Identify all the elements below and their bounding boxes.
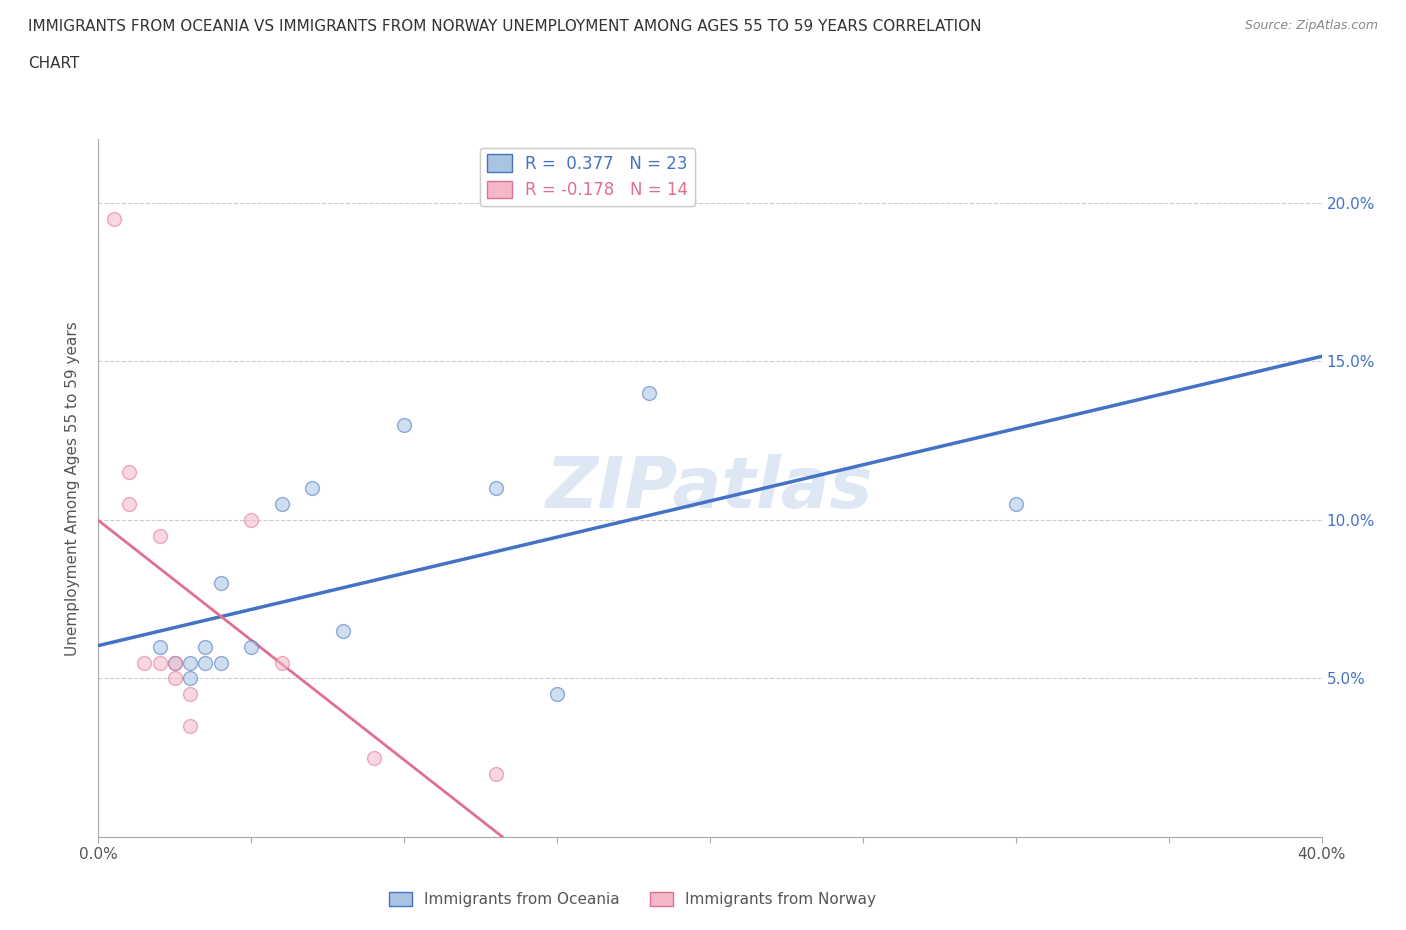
Point — [179, 655, 201, 670]
Text: ZIPatlas: ZIPatlas — [547, 454, 873, 523]
Point — [485, 481, 508, 496]
Point — [1004, 497, 1026, 512]
Point — [363, 751, 385, 765]
Point — [179, 671, 201, 686]
Legend: Immigrants from Oceania, Immigrants from Norway: Immigrants from Oceania, Immigrants from… — [382, 885, 883, 913]
Legend: R =  0.377   N = 23, R = -0.178   N = 14: R = 0.377 N = 23, R = -0.178 N = 14 — [481, 148, 695, 206]
Point — [163, 655, 186, 670]
Point — [332, 623, 354, 638]
Point — [546, 687, 568, 702]
Point — [485, 766, 508, 781]
Point — [301, 481, 323, 496]
Point — [149, 655, 172, 670]
Text: CHART: CHART — [28, 56, 80, 71]
Point — [240, 639, 263, 654]
Point — [270, 497, 292, 512]
Point — [134, 655, 156, 670]
Point — [194, 655, 217, 670]
Text: Source: ZipAtlas.com: Source: ZipAtlas.com — [1244, 19, 1378, 32]
Text: IMMIGRANTS FROM OCEANIA VS IMMIGRANTS FROM NORWAY UNEMPLOYMENT AMONG AGES 55 TO : IMMIGRANTS FROM OCEANIA VS IMMIGRANTS FR… — [28, 19, 981, 33]
Point — [163, 655, 186, 670]
Point — [163, 671, 186, 686]
Y-axis label: Unemployment Among Ages 55 to 59 years: Unemployment Among Ages 55 to 59 years — [65, 321, 80, 656]
Point — [179, 687, 201, 702]
Point — [270, 655, 292, 670]
Point — [637, 386, 661, 401]
Point — [240, 512, 263, 527]
Point — [103, 211, 125, 226]
Point — [118, 497, 141, 512]
Point — [392, 418, 416, 432]
Point — [194, 639, 217, 654]
Point — [149, 528, 172, 543]
Point — [209, 655, 232, 670]
Point — [149, 639, 172, 654]
Point — [209, 576, 232, 591]
Point — [118, 465, 141, 480]
Point — [179, 719, 201, 734]
